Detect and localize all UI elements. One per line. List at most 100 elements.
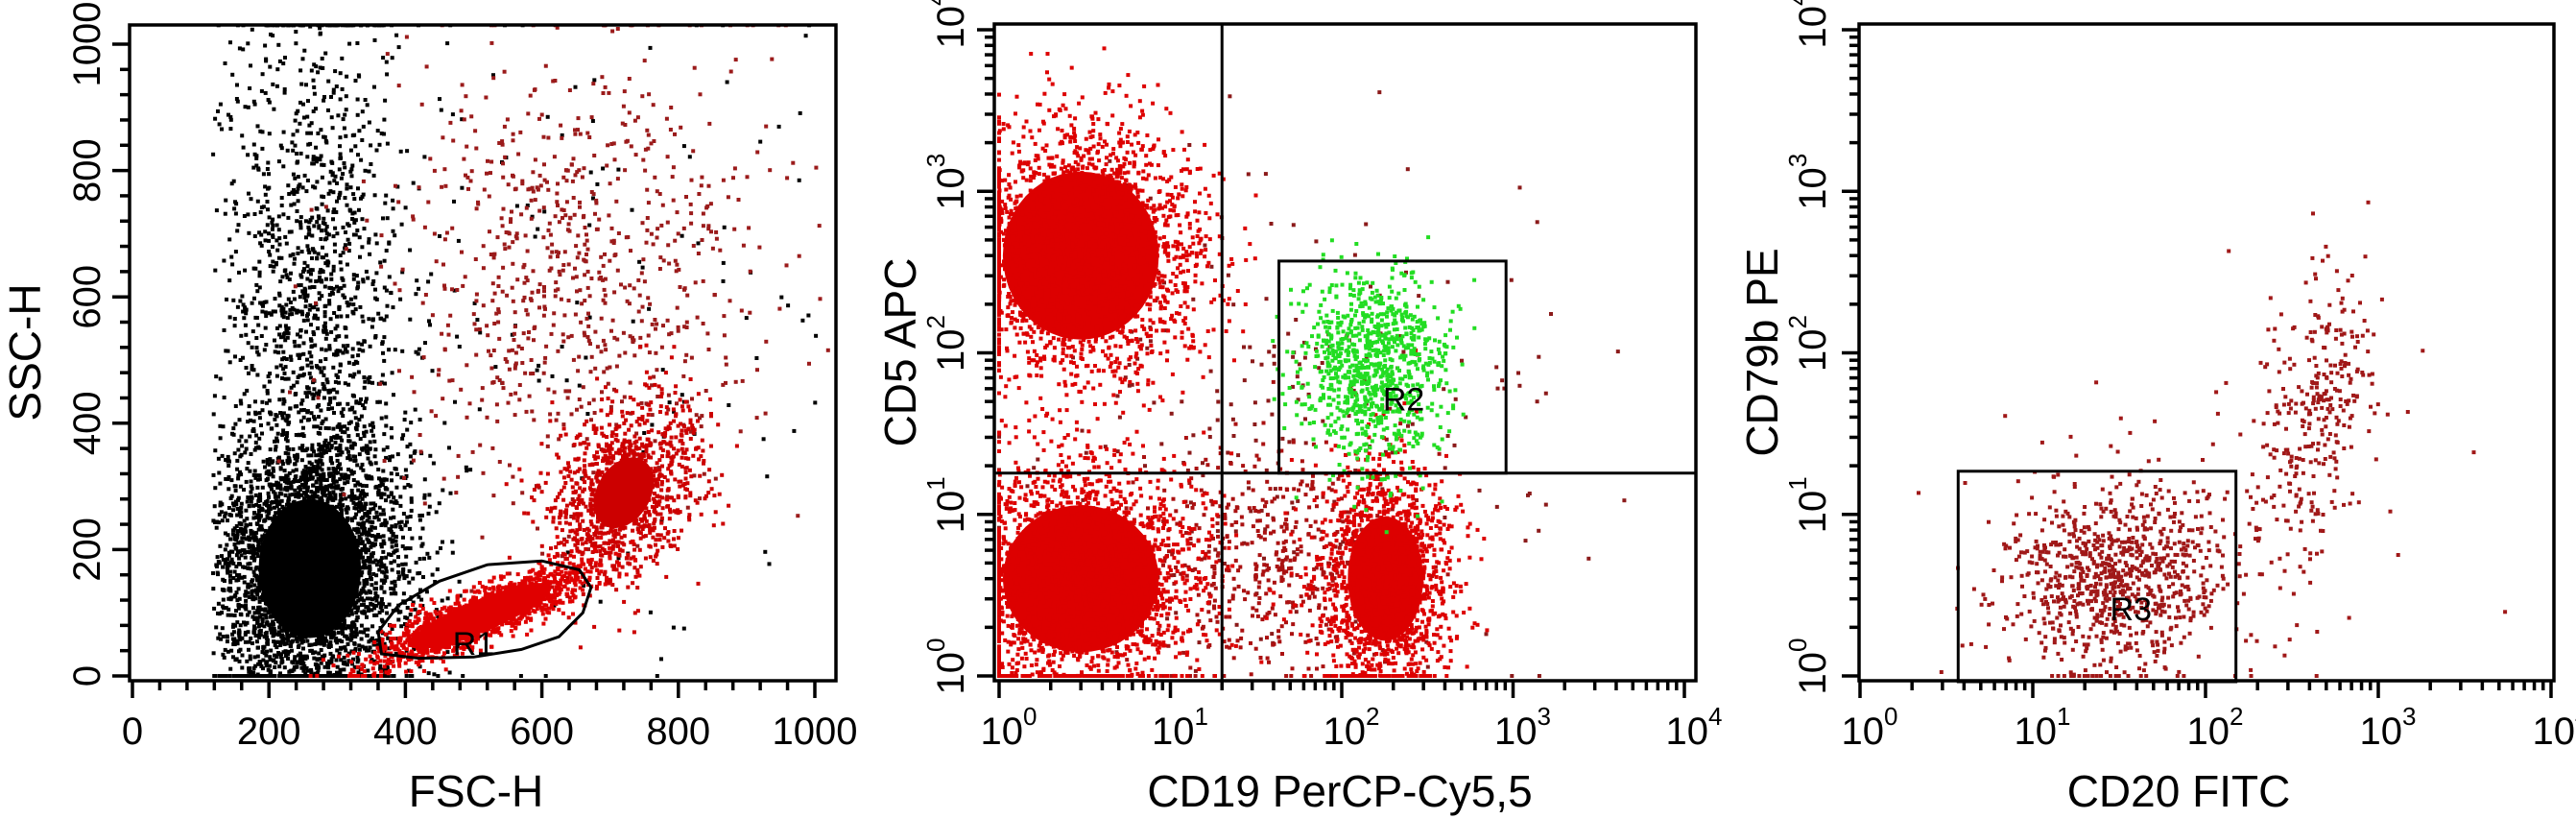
scatter-point [261, 575, 266, 580]
scatter-point [248, 469, 252, 473]
scatter-point [244, 590, 249, 594]
scatter-point [656, 395, 660, 398]
scatter-point [511, 132, 515, 136]
scatter-point [242, 532, 246, 537]
scatter-point [212, 394, 217, 398]
scatter-point [316, 131, 321, 135]
scatter-point [222, 396, 227, 399]
scatter-point [320, 520, 324, 525]
scatter-point [370, 282, 375, 286]
scatter-point [263, 613, 268, 617]
scatter-point [296, 546, 300, 550]
scatter-point [340, 639, 345, 644]
scatter-point [328, 566, 333, 571]
scatter-point [298, 528, 303, 532]
scatter-point [281, 543, 286, 548]
scatter-point [305, 535, 309, 540]
scatter-point [293, 616, 298, 621]
scatter-point [374, 613, 379, 617]
scatter-point [298, 222, 303, 227]
scatter-point [284, 480, 289, 485]
scatter-point [861, 417, 865, 421]
scatter-point [328, 560, 333, 564]
scatter-point [280, 459, 285, 464]
scatter-point [280, 606, 285, 611]
scatter-point [312, 588, 316, 592]
scatter-point [407, 526, 412, 531]
scatter-point [402, 485, 407, 490]
scatter-point [289, 357, 294, 362]
scatter-point [315, 424, 320, 429]
scatter-point [317, 603, 322, 608]
scatter-point [578, 205, 582, 209]
scatter-point [266, 476, 270, 481]
scatter-point [354, 586, 359, 590]
scatter-point [343, 196, 347, 200]
scatter-point [291, 608, 296, 613]
scatter-point [274, 511, 278, 516]
scatter-point [245, 523, 250, 528]
scatter-point [289, 203, 294, 207]
scatter-point [396, 576, 401, 581]
scatter-point [302, 295, 307, 300]
scatter-point [249, 674, 253, 678]
scatter-point [269, 671, 273, 676]
scatter-point [275, 520, 280, 525]
scatter-point [337, 196, 342, 201]
scatter-point [274, 547, 279, 552]
scatter-point [310, 494, 315, 498]
scatter-point [236, 602, 241, 607]
scatter-point [275, 639, 280, 644]
scatter-point [275, 582, 280, 587]
scatter-point [460, 185, 465, 190]
scatter-point [408, 442, 413, 446]
scatter-point [296, 536, 300, 540]
scatter-point [357, 541, 361, 545]
scatter-point [316, 325, 321, 330]
scatter-point [249, 490, 253, 494]
scatter-point [733, 58, 738, 62]
scatter-point [379, 585, 384, 590]
scatter-point [346, 534, 351, 539]
scatter-point [266, 667, 271, 672]
scatter-point [289, 483, 294, 488]
scatter-point [301, 518, 306, 523]
scatter-point [349, 608, 354, 613]
scatter-point [278, 609, 283, 614]
scatter-point [266, 374, 271, 378]
scatter-point [326, 608, 331, 613]
scatter-point [308, 375, 313, 380]
scatter-point [225, 635, 229, 639]
scatter-point [298, 662, 303, 665]
scatter-point [338, 608, 343, 613]
scatter-point [240, 636, 245, 640]
scatter-point [404, 473, 409, 478]
scatter-point [359, 505, 364, 510]
scatter-point [280, 564, 285, 568]
scatter-point [323, 417, 328, 422]
scatter-point [389, 586, 394, 590]
scatter-point [286, 538, 291, 542]
scatter-point [220, 453, 225, 458]
scatter-point [249, 499, 253, 504]
scatter-point [606, 143, 610, 148]
scatter-point [298, 226, 303, 230]
scatter-point [373, 581, 378, 586]
scatter-point [378, 558, 383, 563]
scatter-point [305, 544, 310, 549]
scatter-point [320, 202, 324, 206]
scatter-point [336, 401, 340, 406]
scatter-point [250, 27, 254, 32]
scatter-point [339, 487, 344, 492]
scatter-point [345, 182, 349, 187]
scatter-point [803, 34, 808, 38]
scatter-point [316, 512, 321, 517]
scatter-point [341, 277, 346, 282]
scatter-point [313, 633, 318, 638]
scatter-point [323, 277, 328, 281]
scatter-point [343, 553, 346, 558]
scatter-point [590, 119, 595, 123]
scatter-point [868, 535, 871, 539]
scatter-point [389, 561, 394, 566]
scatter-point [274, 568, 279, 573]
